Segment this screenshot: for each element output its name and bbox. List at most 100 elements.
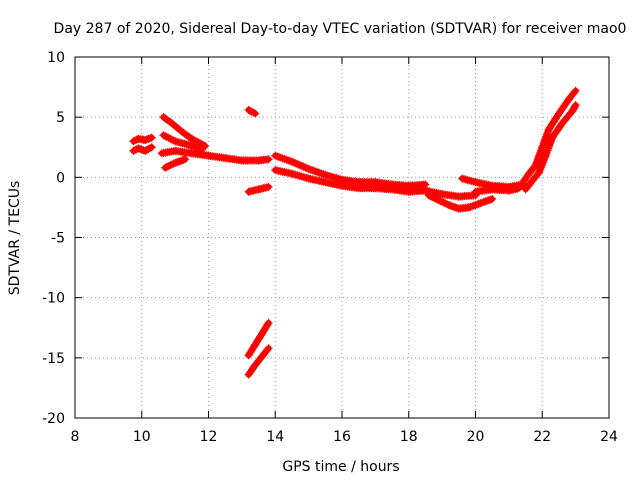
data-point-marker bbox=[172, 158, 181, 167]
series-seg-g bbox=[244, 105, 260, 118]
data-point-marker bbox=[542, 148, 551, 157]
y-tick-label: -20 bbox=[42, 411, 65, 427]
data-point-marker bbox=[536, 146, 545, 155]
data-point-marker bbox=[537, 161, 546, 170]
data-point-marker bbox=[488, 194, 497, 203]
data-point-marker bbox=[177, 156, 186, 165]
data-point-marker bbox=[189, 142, 198, 151]
data-point-marker bbox=[280, 155, 289, 164]
data-point-marker bbox=[294, 160, 303, 169]
data-point-marker bbox=[310, 166, 319, 175]
data-point-marker bbox=[271, 151, 280, 160]
y-tick-label: 0 bbox=[56, 170, 65, 186]
data-point-marker bbox=[312, 167, 321, 176]
data-point-marker bbox=[246, 106, 255, 115]
data-point-marker bbox=[547, 135, 556, 144]
data-point-marker bbox=[179, 155, 188, 164]
data-point-marker bbox=[542, 132, 551, 141]
data-point-marker bbox=[431, 194, 440, 203]
series-seg-o bbox=[471, 184, 523, 196]
data-point-marker bbox=[483, 196, 492, 205]
data-point-marker bbox=[486, 195, 495, 204]
data-point-marker bbox=[319, 170, 328, 179]
data-point-marker bbox=[471, 201, 480, 210]
data-point-marker bbox=[542, 130, 551, 139]
data-point-marker bbox=[247, 107, 256, 116]
data-point-marker bbox=[317, 169, 326, 178]
series-seg-k bbox=[271, 151, 430, 190]
data-point-marker bbox=[514, 184, 523, 193]
data-point-marker bbox=[301, 163, 310, 172]
data-point-marker bbox=[187, 134, 196, 143]
data-point-marker bbox=[438, 197, 447, 206]
data-point-marker bbox=[286, 157, 295, 166]
series-seg-f bbox=[161, 155, 190, 172]
data-point-marker bbox=[539, 156, 548, 165]
data-point-marker bbox=[538, 158, 547, 167]
data-point-marker bbox=[147, 133, 156, 142]
data-point-marker bbox=[264, 318, 273, 327]
data-point-marker bbox=[146, 144, 155, 153]
data-point-marker bbox=[273, 152, 282, 161]
data-point-marker bbox=[194, 144, 203, 153]
x-tick-label: 24 bbox=[600, 429, 618, 445]
data-point-marker bbox=[546, 139, 555, 148]
data-point-marker bbox=[446, 201, 455, 210]
data-point-marker bbox=[171, 158, 180, 167]
data-point-marker bbox=[304, 164, 313, 173]
data-point-marker bbox=[434, 196, 443, 205]
data-point-marker bbox=[162, 162, 171, 171]
series-seg-c bbox=[159, 113, 210, 151]
data-point-marker bbox=[451, 203, 460, 212]
data-point-marker bbox=[291, 159, 300, 168]
data-point-marker bbox=[296, 161, 305, 170]
data-point-marker bbox=[476, 199, 485, 208]
data-point-marker bbox=[570, 88, 579, 97]
data-point-marker bbox=[533, 155, 542, 164]
data-point-marker bbox=[532, 157, 541, 166]
data-point-marker bbox=[481, 197, 490, 206]
data-point-marker bbox=[274, 153, 283, 162]
data-point-marker bbox=[534, 154, 543, 163]
data-point-marker bbox=[169, 136, 178, 145]
y-tick-label: -10 bbox=[42, 291, 65, 307]
data-point-marker bbox=[426, 192, 435, 201]
x-tick-label: 22 bbox=[533, 429, 551, 445]
data-point-marker bbox=[543, 146, 552, 155]
data-point-marker bbox=[468, 202, 477, 211]
data-point-marker bbox=[186, 141, 195, 150]
data-point-marker bbox=[142, 145, 151, 154]
data-point-marker bbox=[464, 203, 473, 212]
data-point-marker bbox=[536, 163, 545, 172]
x-tick-label: 16 bbox=[333, 429, 351, 445]
data-point-marker bbox=[538, 143, 547, 152]
data-point-marker bbox=[263, 345, 272, 354]
data-point-marker bbox=[428, 192, 437, 201]
data-point-marker bbox=[535, 150, 544, 159]
data-point-marker bbox=[144, 145, 153, 154]
data-point-marker bbox=[244, 105, 253, 114]
data-point-marker bbox=[478, 198, 487, 207]
series-seg-d bbox=[159, 131, 206, 154]
data-point-marker bbox=[469, 201, 478, 210]
y-axis-label: SDTVAR / TECUs bbox=[7, 181, 23, 296]
data-point-marker bbox=[276, 153, 285, 162]
data-point-marker bbox=[544, 127, 553, 136]
data-point-marker bbox=[544, 142, 553, 151]
data-point-marker bbox=[147, 143, 156, 152]
data-point-marker bbox=[466, 202, 475, 211]
data-point-marker bbox=[292, 159, 301, 168]
data-point-marker bbox=[570, 102, 579, 111]
data-point-marker bbox=[134, 144, 143, 153]
x-tick-label: 18 bbox=[400, 429, 418, 445]
data-point-marker bbox=[142, 135, 151, 144]
data-point-marker bbox=[443, 200, 452, 209]
data-point-marker bbox=[176, 157, 185, 166]
data-point-marker bbox=[540, 136, 549, 145]
data-point-marker bbox=[169, 159, 178, 168]
data-point-marker bbox=[264, 344, 273, 353]
tick-labels: 8 10 12 14 16 18 20 22 24 -20 -15 -10 -5 0 5 10 bbox=[42, 50, 618, 445]
data-point-marker bbox=[313, 168, 322, 177]
series-seg-j bbox=[244, 344, 273, 379]
data-point-marker bbox=[161, 163, 170, 172]
